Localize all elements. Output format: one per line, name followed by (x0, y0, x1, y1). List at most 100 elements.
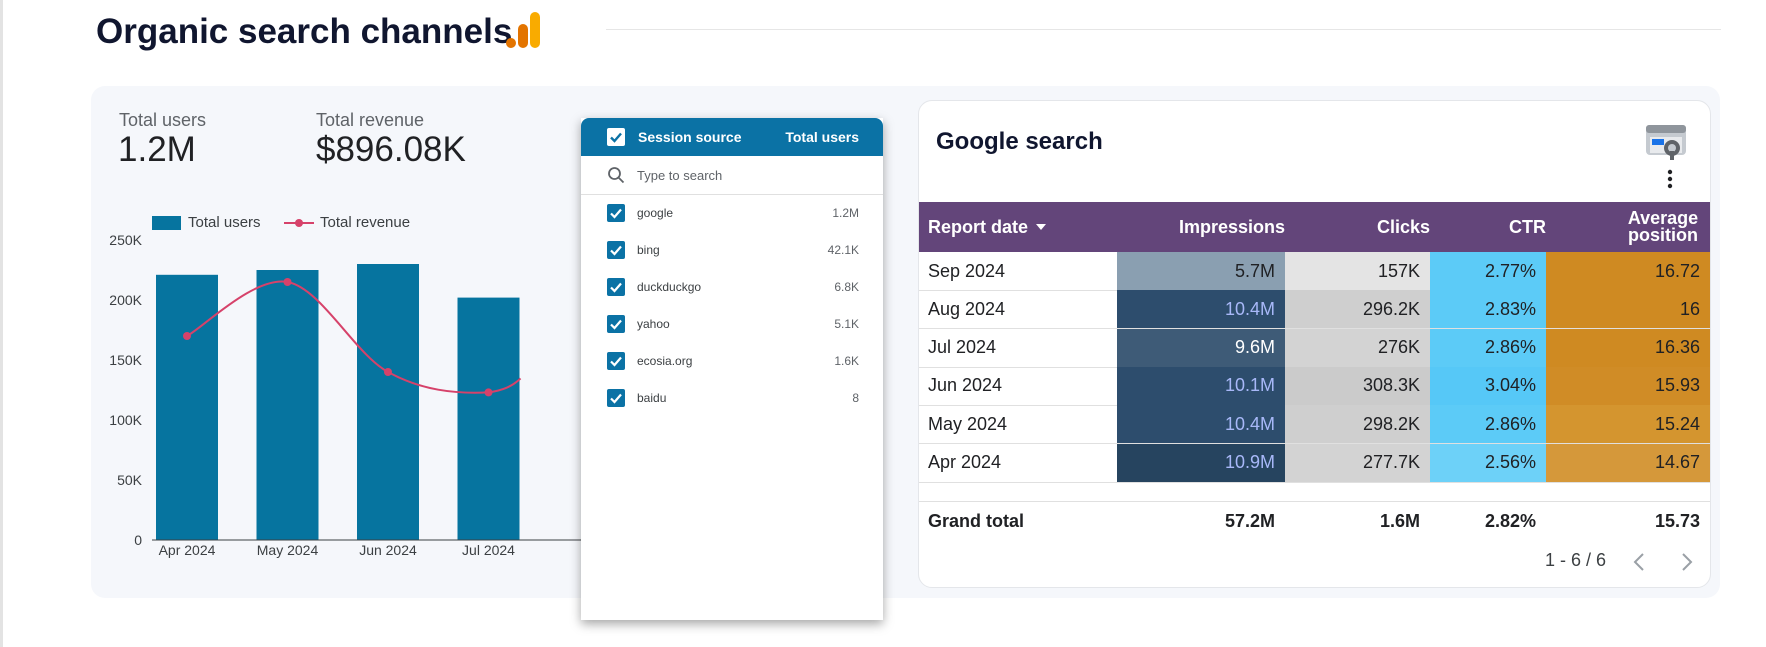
checkbox[interactable] (607, 204, 625, 222)
table-row[interactable]: Sep 2024 5.7M 157K 2.77% 16.72 (919, 252, 1710, 291)
bar-total-users (156, 274, 218, 540)
dropdown-item-value: 42.1K (827, 243, 859, 257)
cell-report-date: May 2024 (928, 413, 1008, 434)
revenue-point (384, 368, 392, 376)
legend-label-revenue: Total revenue (320, 214, 410, 231)
dropdown-item[interactable]: ecosia.org 1.6K (581, 342, 883, 379)
revenue-point (283, 278, 292, 286)
checkbox[interactable] (607, 352, 625, 370)
search-console-icon (1646, 125, 1686, 160)
grand-total-label: Grand total (928, 510, 1025, 531)
cell-report-date: Sep 2024 (928, 260, 1006, 281)
kpi-total-users-value: 1.2M (118, 130, 196, 169)
search-placeholder: Type to search (637, 168, 723, 183)
bar-total-users (256, 270, 319, 540)
pager-range: 1 - 6 / 6 (1545, 550, 1607, 570)
dropdown-item[interactable]: baidu 8 (581, 379, 883, 416)
more-vert-icon[interactable] (1666, 169, 1674, 189)
cell-report-date: Aug 2024 (928, 298, 1006, 319)
y-tick-label: 50K (117, 472, 143, 488)
kpi-total-revenue-label: Total revenue (316, 110, 425, 130)
checkbox-icon (610, 282, 622, 293)
chevron-right-icon[interactable] (1681, 552, 1693, 572)
dropdown-item[interactable]: google 1.2M (581, 194, 883, 231)
window-edge (0, 0, 3, 647)
chart-svg: Total users Total revenue 0 50K 100K 150K 20… (109, 214, 620, 558)
col-average-position-label: Average position (1627, 208, 1699, 245)
chevron-left-icon[interactable] (1633, 552, 1645, 572)
dropdown-item[interactable]: duckduckgo 6.8K (581, 268, 883, 305)
col-impressions[interactable]: Impressions (1178, 216, 1285, 237)
cell-ctr: 2.86% (1430, 328, 1546, 367)
table-row[interactable]: Jun 2024 10.1M 308.3K 3.04% 15.93 (919, 366, 1710, 406)
x-tick-label: May 2024 (257, 542, 319, 558)
x-tick-label: Jul 2024 (462, 542, 515, 558)
legend-marker-revenue (295, 219, 303, 227)
checkbox-icon (610, 356, 622, 367)
cell-clicks: 157K (1285, 252, 1430, 290)
cell-report-date: Apr 2024 (928, 452, 1002, 472)
col-ctr[interactable]: CTR (1509, 216, 1546, 237)
cell-ctr: 2.56% (1430, 443, 1546, 482)
select-all-checkbox[interactable] (607, 128, 625, 146)
x-tick-label: Jun 2024 (359, 542, 417, 558)
checkbox-icon (610, 208, 622, 219)
kpi-total-revenue-value: $896.08K (316, 130, 466, 169)
google-search-card: Google search Report date Impressions Cl… (918, 100, 1711, 588)
cell-clicks: 308.3K (1285, 366, 1430, 405)
y-tick-label: 250K (109, 232, 142, 248)
cell-ctr: 2.86% (1430, 405, 1546, 444)
table-row[interactable]: May 2024 10.4M 298.2K 2.86% 15.24 (919, 405, 1710, 445)
y-tick-label: 0 (134, 532, 142, 548)
legend-label-users: Total users (188, 214, 261, 231)
dropdown-item[interactable]: bing 42.1K (581, 231, 883, 268)
col-clicks[interactable]: Clicks (1376, 216, 1430, 237)
cell-impressions: 9.6M (1117, 328, 1285, 367)
search-icon (608, 167, 625, 184)
cell-ctr: 2.83% (1430, 290, 1546, 329)
dropdown-item-value: 5.1K (834, 317, 859, 331)
cell-position: 15.93 (1546, 366, 1710, 405)
x-tick-label: Apr 2024 (159, 542, 216, 558)
dropdown-item-label: ecosia.org (637, 354, 693, 368)
cell-ctr: 2.77% (1430, 252, 1546, 290)
cell-clicks: 276K (1285, 328, 1430, 367)
page-title: Organic search channels (96, 12, 513, 51)
table-row[interactable]: Apr 2024 10.9M 277.7K 2.56% 14.67 (919, 443, 1710, 483)
col-average-position[interactable]: Average position (1546, 202, 1710, 252)
bar-total-users (457, 297, 520, 540)
users-revenue-chart: Total users Total revenue 0 50K 100K 150K 20… (100, 205, 620, 585)
checkbox[interactable] (607, 315, 625, 333)
col-report-date[interactable]: Report date (928, 202, 1047, 252)
dropdown-item-label: duckduckgo (637, 280, 702, 294)
table-row[interactable]: Aug 2024 10.4M 296.2K 2.83% 16 (919, 290, 1710, 330)
checkbox[interactable] (607, 278, 625, 296)
dropdown-item-value: 1.2M (832, 206, 859, 220)
revenue-point (484, 388, 493, 397)
cell-impressions: 10.9M (1117, 443, 1285, 482)
dropdown-header: Session source Total users (581, 118, 883, 156)
cell-impressions: 5.7M (1117, 252, 1285, 290)
checkbox-icon (610, 393, 622, 404)
checkbox[interactable] (607, 389, 625, 407)
table-row[interactable]: Jul 2024 9.6M 276K 2.86% 16.36 (919, 328, 1710, 368)
dropdown-item-value: 1.6K (834, 354, 859, 368)
y-tick-label: 200K (109, 292, 142, 308)
kpi-total-users-label: Total users (119, 110, 207, 130)
cell-position: 16.72 (1546, 252, 1710, 290)
cell-impressions: 10.4M (1117, 405, 1285, 444)
cell-ctr: 3.04% (1430, 366, 1546, 405)
dropdown-item[interactable]: yahoo 5.1K (581, 305, 883, 342)
y-tick-label: 100K (109, 412, 142, 428)
cell-impressions: 10.4M (1117, 290, 1285, 329)
session-source-dropdown[interactable]: Session source Total users Type to searc… (581, 118, 883, 620)
checkbox[interactable] (607, 241, 625, 259)
dropdown-search[interactable]: Type to search (581, 156, 883, 195)
cell-clicks: 277.7K (1285, 443, 1430, 482)
dropdown-item-label: yahoo (637, 317, 670, 331)
table-header: Report date Impressions Clicks CTR Avera… (919, 202, 1710, 252)
title-divider (606, 29, 1721, 30)
dropdown-item-value: 8 (852, 391, 859, 405)
grand-total-impressions: 57.2M (1224, 510, 1275, 531)
y-tick-label: 150K (109, 352, 142, 368)
